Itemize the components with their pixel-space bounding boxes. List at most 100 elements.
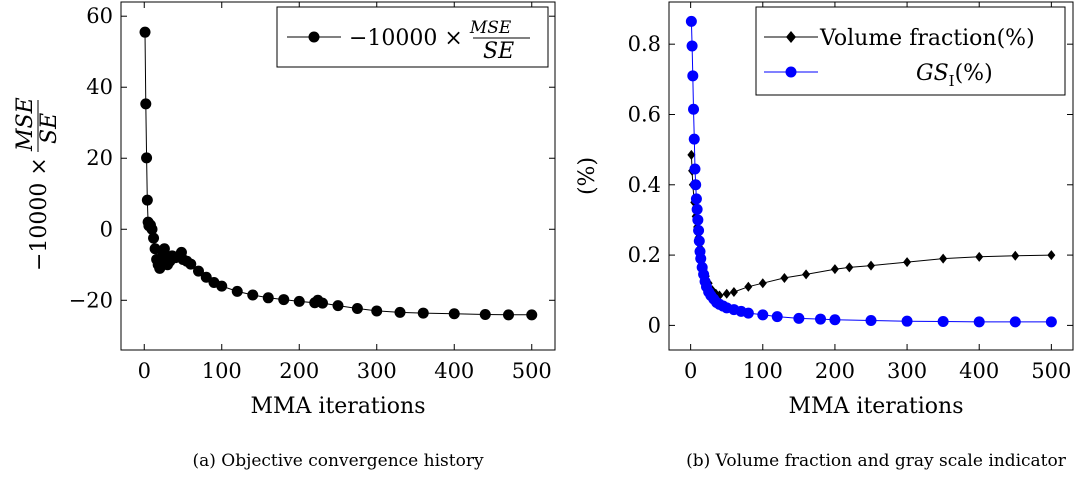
data-point-a-0: [200, 271, 212, 283]
y-axis-label-b: (%): [575, 157, 600, 195]
data-point-b-1: [692, 214, 704, 226]
data-point-b-1: [1009, 316, 1021, 328]
y-tick-label-b: 0.4: [628, 173, 661, 197]
y-tick-label-b: 0.6: [628, 102, 661, 126]
y-tick-label-a: 40: [86, 75, 113, 99]
data-point-b-1: [689, 163, 701, 175]
data-point-a-0: [149, 243, 161, 255]
series-layer-b: [685, 15, 1057, 328]
data-point-a-0: [231, 285, 243, 297]
data-point-b-1: [757, 309, 769, 321]
data-point-b-0: [1011, 250, 1020, 261]
legend-b-label-2-pct: (%): [955, 61, 993, 86]
data-point-b-0: [975, 251, 984, 262]
data-point-a-0: [417, 307, 429, 319]
data-point-b-1: [691, 203, 703, 215]
legend-a: −10000 × MSE SE: [276, 6, 549, 68]
y-tick-label-a: 0: [100, 217, 113, 241]
data-point-b-1: [793, 312, 805, 324]
legend-b-label-1: Volume fraction(%): [819, 26, 1035, 51]
data-point-a-0: [262, 292, 274, 304]
data-point-b-1: [695, 253, 707, 265]
axis-ticks-b: 0 100 200 300 400 500 0 0.2 0.4 0.6 0.8: [628, 2, 1073, 383]
data-point-a-0: [139, 26, 151, 38]
data-point-a-0: [332, 300, 344, 312]
data-point-a-0: [158, 243, 170, 255]
data-point-b-0: [687, 149, 696, 160]
data-point-a-0: [448, 308, 460, 320]
legend-b-label-2-sub: I: [949, 72, 955, 90]
legend-b-label-2: GSI(%): [916, 61, 993, 90]
caption-b: (b) Volume fraction and gray scale indic…: [686, 451, 1067, 471]
x-tick-label-a: 400: [434, 359, 474, 383]
data-point-b-0: [780, 272, 789, 283]
plot-area-a: [120, 1, 556, 351]
data-point-a-0: [141, 152, 153, 164]
legend-a-label: −10000 × MSE: [349, 18, 512, 51]
y-tick-label-a: −20: [69, 288, 113, 312]
legend-b-label-2-gs: GS: [916, 61, 949, 86]
volume-grayscale-chart: 0 100 200 300 400 500 0 0.2 0.4 0.6 0.8 Volume fra…: [575, 1, 1074, 471]
data-point-b-1: [686, 40, 698, 52]
y-tick-label-b: 0.8: [628, 32, 661, 56]
data-point-b-0: [830, 264, 839, 275]
data-point-b-1: [693, 224, 705, 236]
data-point-b-0: [1047, 250, 1056, 261]
data-point-b-1: [815, 313, 826, 325]
data-point-b-1: [829, 314, 841, 326]
data-point-b-0: [722, 288, 731, 299]
data-point-b-0: [802, 269, 811, 280]
y-axis-label-a-num: MSE: [13, 97, 38, 152]
y-tick-label-b: 0.2: [628, 243, 661, 267]
data-point-a-0: [317, 297, 328, 309]
data-point-b-0: [729, 287, 738, 297]
data-point-b-1: [685, 15, 697, 27]
x-tick-label-a: 200: [279, 359, 319, 383]
data-point-b-1: [688, 103, 700, 115]
x-tick-label-b: 300: [887, 359, 927, 383]
x-tick-label-a: 500: [512, 359, 552, 383]
data-point-b-1: [973, 316, 985, 328]
x-tick-label-b: 400: [959, 359, 999, 383]
y-tick-label-a: 60: [86, 4, 113, 28]
x-axis-label-b: MMA iterations: [788, 394, 963, 419]
x-tick-label-b: 200: [815, 359, 855, 383]
data-point-b-1: [865, 314, 877, 326]
data-point-b-0: [939, 253, 948, 264]
x-tick-label-b: 0: [684, 359, 697, 383]
data-point-a-0: [141, 194, 153, 206]
data-point-a-0: [146, 223, 158, 235]
legend-a-marker: [308, 31, 320, 43]
data-point-b-1: [687, 70, 699, 82]
data-point-a-0: [148, 232, 160, 244]
data-point-b-0: [744, 281, 753, 292]
data-point-b-1: [690, 193, 702, 205]
data-point-b-0: [903, 257, 912, 268]
series-line-b-0: [690, 154, 1052, 297]
y-tick-label-a: 20: [86, 146, 113, 170]
data-point-a-0: [479, 308, 491, 320]
y-tick-label-b: 0: [648, 313, 661, 337]
data-point-b-1: [901, 315, 913, 327]
plot-area-b: [668, 1, 1074, 351]
x-tick-label-a: 100: [202, 359, 242, 383]
x-axis-label-a: MMA iterations: [250, 394, 425, 419]
x-tick-label-b: 100: [743, 359, 783, 383]
data-point-b-0: [867, 260, 875, 271]
data-point-b-1: [742, 307, 754, 319]
series-layer-a: [139, 26, 538, 321]
data-point-b-1: [937, 316, 949, 328]
legend-a-label-frac: MSE: [469, 18, 512, 38]
data-point-a-0: [371, 305, 383, 317]
x-tick-label-a: 0: [138, 359, 151, 383]
data-point-b-1: [693, 235, 705, 247]
axis-ticks-a: 0 100 200 300 400 500 −20 0 20 40 60: [69, 2, 555, 383]
data-point-a-0: [193, 265, 204, 277]
data-point-b-0: [845, 262, 854, 273]
data-point-a-0: [140, 98, 152, 110]
data-point-a-0: [216, 280, 228, 292]
data-point-b-1: [688, 133, 700, 145]
data-point-b-1: [771, 311, 783, 323]
legend-b: Volume fraction(%) GSI(%): [755, 6, 1066, 96]
caption-a: (a) Objective convergence history: [192, 451, 483, 471]
